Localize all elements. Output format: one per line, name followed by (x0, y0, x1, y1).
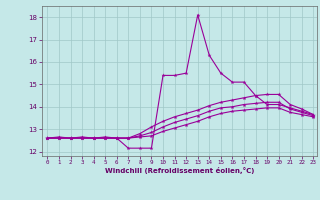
X-axis label: Windchill (Refroidissement éolien,°C): Windchill (Refroidissement éolien,°C) (105, 167, 254, 174)
